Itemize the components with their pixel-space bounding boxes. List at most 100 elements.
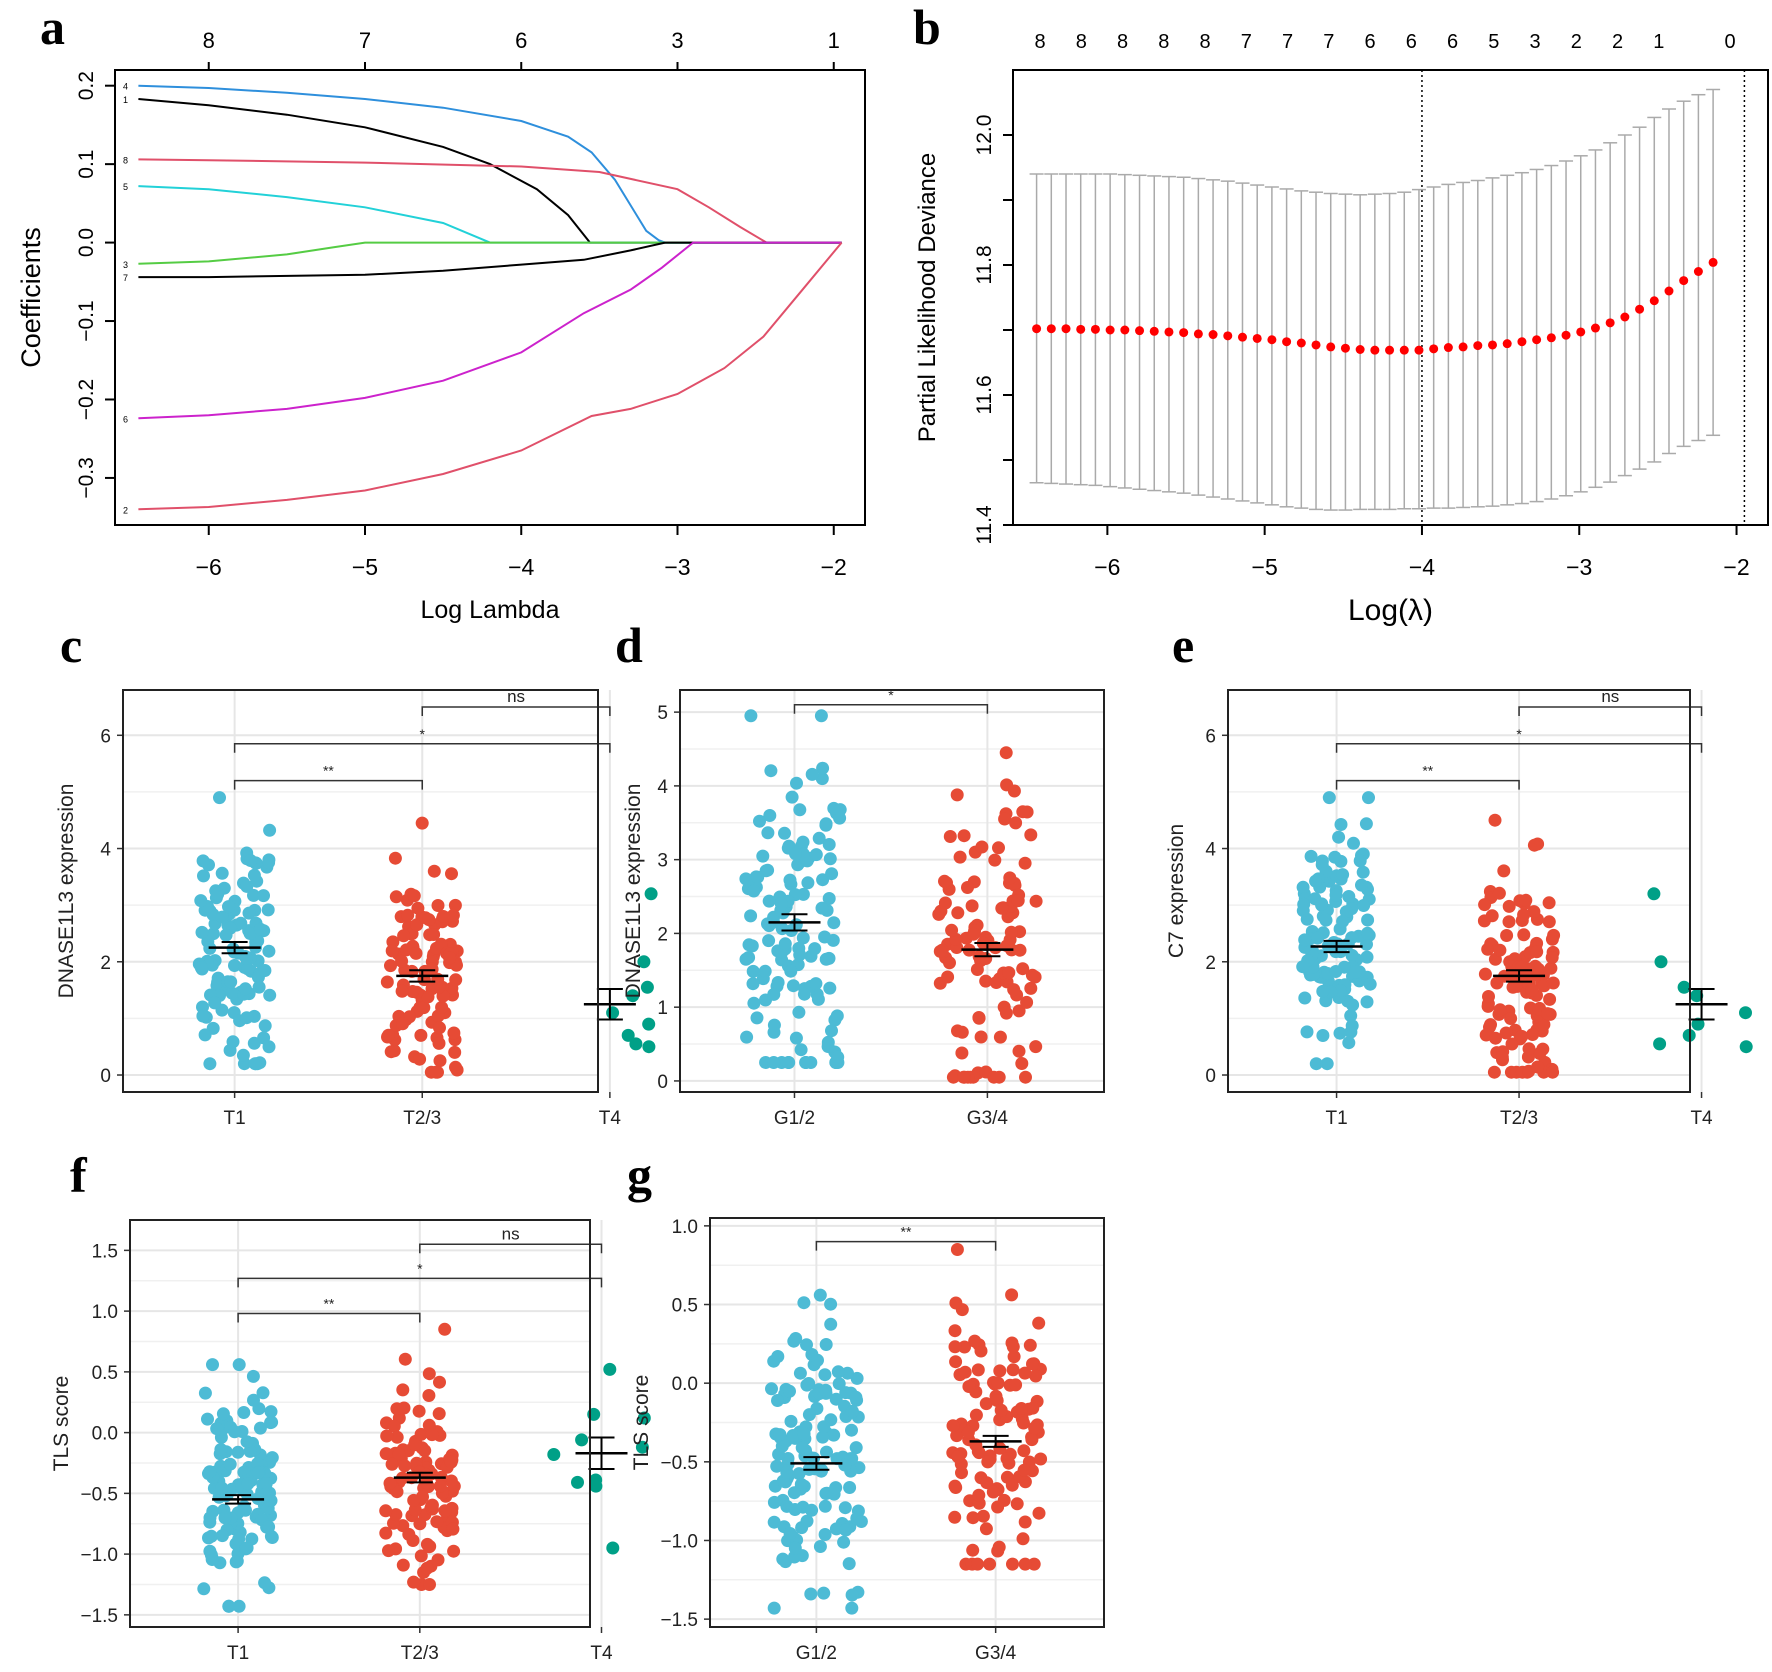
data-point [971,1557,984,1571]
data-point [854,1515,868,1528]
top-axis-label: 6 [1406,31,1417,53]
data-point [415,816,429,830]
top-axis-label: 5 [1488,31,1499,53]
data-point [195,925,209,939]
data-point [818,1528,832,1541]
data-point [1034,1452,1048,1466]
data-point [262,1520,276,1534]
data-point [447,1544,461,1558]
data-point [258,1576,272,1590]
data-point [1502,899,1516,913]
data-point [767,1515,781,1529]
data-point [1362,791,1375,805]
data-point [547,1448,561,1461]
data-point [740,1030,754,1044]
x-axis-title: Log(λ) [1348,594,1433,627]
data-point [219,928,233,942]
data-point [213,791,226,805]
data-point [783,1527,797,1540]
data-point [979,974,993,988]
y-tick-label: 5 [657,703,668,724]
data-point [642,1017,656,1031]
data-point [1542,896,1556,910]
data-point [1296,904,1310,918]
data-point [194,894,208,908]
data-point [1477,914,1491,928]
data-point [746,964,760,978]
data-point [1014,1402,1028,1415]
data-point [414,1549,428,1563]
data-point [955,1046,969,1060]
data-point [958,1340,971,1354]
x-tick-label: T2/3 [401,1643,439,1664]
data-point [975,840,989,854]
deviance-point [1149,326,1159,336]
data-point [438,1504,452,1518]
data-point [763,809,777,822]
top-axis-label: 2 [1612,31,1623,53]
data-point [970,963,984,976]
data-point [398,1459,412,1473]
data-point [1009,1378,1023,1392]
data-point [433,1375,446,1389]
data-point [238,982,252,996]
data-point [783,1384,796,1398]
significance-label: ns [1601,687,1619,706]
data-point [951,906,965,920]
coef-path-8 [138,158,842,244]
data-point [821,1035,835,1049]
deviance-point [1267,335,1277,345]
top-axis-label: 2 [1571,31,1582,53]
data-point [1319,913,1333,927]
plot-frame [129,1219,591,1628]
deviance-point [1311,340,1321,350]
data-point [208,996,222,1010]
data-point [447,1026,461,1040]
plot-frame [679,689,1105,1093]
data-point [993,1364,1007,1378]
data-point [198,1028,212,1042]
data-point [225,986,239,1000]
data-point [819,1383,833,1397]
data-point [243,927,257,940]
data-point [829,1522,843,1536]
data-point [408,1438,422,1452]
data-point [849,1441,863,1455]
data-point [988,853,1002,867]
data-point [244,854,258,867]
data-point [1007,983,1021,997]
data-point [1028,1421,1042,1435]
data-point [843,1481,857,1494]
data-point [1311,931,1324,945]
data-point [1500,929,1514,942]
top-axis-label: 6 [1447,31,1458,53]
coef-path-5 [138,185,842,244]
significance-bracket [421,706,611,716]
data-point [781,1056,795,1069]
data-point [253,1421,267,1435]
data-point [247,1393,260,1407]
data-point [933,944,947,958]
data-point [799,1056,813,1069]
data-point [949,1355,963,1369]
data-point [246,1369,260,1383]
data-point [992,841,1005,855]
data-point [999,1006,1013,1020]
data-point [793,948,807,962]
deviance-point [1282,337,1292,347]
data-point [1336,868,1350,882]
data-point [431,972,445,986]
deviance-point [1414,345,1424,355]
data-point [1017,1416,1030,1430]
data-point [215,1529,229,1543]
top-axis-label: 8 [1158,31,1169,53]
data-point [258,964,272,977]
data-point [1361,913,1375,927]
data-point [237,1406,251,1419]
data-point [241,962,255,976]
data-point [389,890,403,904]
chart-f: −1.5 −1.0 −0.5 0.0 0.5 1.0 1.5 T1 T2/3 T4 TLS scor… [50,1219,651,1664]
deviance-point [1708,257,1718,267]
data-point [1525,983,1539,997]
